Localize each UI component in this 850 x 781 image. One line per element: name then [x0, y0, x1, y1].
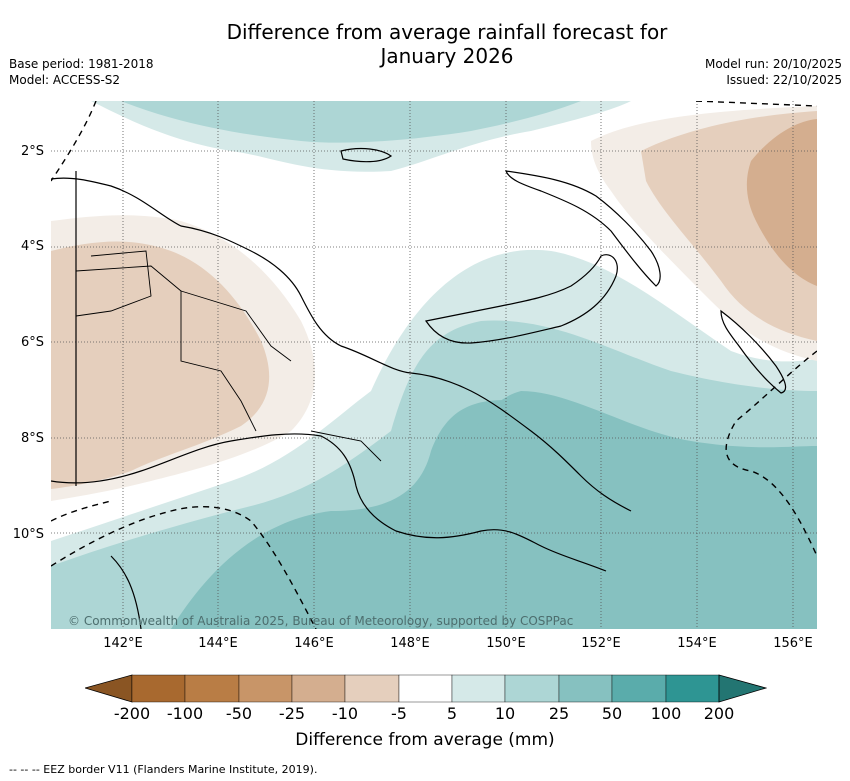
lon-label-150e: 150°E	[486, 636, 526, 651]
title-line-2: January 2026	[380, 44, 514, 68]
lat-label-2s: 2°S	[20, 144, 44, 159]
lon-label-144e: 144°E	[198, 636, 238, 651]
coastline-australia	[110, 555, 142, 629]
issued-date: Issued: 22/10/2025	[726, 73, 842, 87]
brown-east-dark	[746, 119, 817, 286]
chart-title: Difference from average rainfall forecas…	[150, 20, 744, 68]
copyright-notice: © Commonwealth of Australia 2025, Bureau…	[68, 614, 574, 628]
eez-legend-note: -- -- -- EEZ border V11 (Flanders Marine…	[9, 763, 318, 776]
colorbar-bin-4	[291, 674, 346, 703]
coastlines	[51, 147, 787, 629]
coastline-manus	[340, 147, 393, 163]
model-run: Model run: 20/10/2025	[704, 57, 842, 71]
colorbar-bin-8	[504, 674, 560, 703]
meta-left: Base period: 1981-2018 Model: ACCESS-S2	[9, 56, 154, 88]
model-name: Model: ACCESS-S2	[9, 73, 121, 87]
teal-north-core	[121, 101, 581, 143]
colorbar-title: Difference from average (mm)	[295, 730, 555, 750]
colorbar	[85, 674, 767, 703]
gridlines	[51, 101, 817, 629]
cb-tick-10: 50	[601, 704, 623, 723]
colorbar-bin-7	[451, 674, 506, 703]
cb-tick-9: 25	[548, 704, 570, 723]
cb-tick-2: -100	[166, 704, 204, 723]
colorbar-extend-low	[85, 674, 133, 703]
rainfall-map	[51, 101, 817, 629]
lat-label-10s: 10°S	[12, 527, 44, 542]
coastline-png-north	[51, 177, 632, 512]
meta-right: Model run: 20/10/2025 Issued: 22/10/2025	[705, 56, 842, 88]
cb-tick-8: 10	[494, 704, 516, 723]
lon-label-156e: 156°E	[773, 636, 813, 651]
colorbar-bin-2	[184, 674, 240, 703]
map-panel	[51, 101, 817, 629]
lon-label-142e: 142°E	[103, 636, 143, 651]
coastline-new-ireland	[505, 170, 661, 287]
colorbar-bin-10	[611, 674, 667, 703]
brown-west-mid	[51, 241, 270, 489]
cb-tick-6: -5	[391, 704, 407, 723]
cb-tick-7: 5	[446, 704, 458, 723]
title-line-1: Difference from average rainfall forecas…	[226, 20, 668, 44]
cb-tick-12: 200	[703, 704, 735, 723]
lon-label-154e: 154°E	[677, 636, 717, 651]
eez-north-east	[695, 101, 817, 107]
colorbar-bin-3	[238, 674, 293, 703]
cb-tick-4: -25	[278, 704, 306, 723]
colorbar-bin-1	[131, 674, 186, 703]
cb-tick-3: -50	[225, 704, 253, 723]
eez-north-west	[51, 101, 97, 182]
lat-label-4s: 4°S	[20, 239, 44, 254]
colorbar-bin-6	[398, 674, 453, 703]
lon-label-146e: 146°E	[294, 636, 334, 651]
eez-southwest	[51, 500, 112, 522]
eez-borders	[51, 101, 817, 629]
coastline-bougainville	[720, 309, 787, 394]
teal-east-mid	[441, 391, 817, 571]
cb-tick-1: -200	[113, 704, 151, 723]
lon-label-152e: 152°E	[581, 636, 621, 651]
coastline-new-britain	[425, 254, 618, 344]
lat-label-8s: 8°S	[20, 431, 44, 446]
colorbar-bin-5	[344, 674, 400, 703]
base-period: Base period: 1981-2018	[9, 57, 154, 71]
colorbar-extend-high	[718, 674, 767, 703]
eez-south	[51, 506, 317, 629]
cb-tick-11: 100	[650, 704, 682, 723]
lon-label-148e: 148°E	[390, 636, 430, 651]
coastline-png-south	[51, 433, 607, 572]
cb-tick-5: -10	[331, 704, 359, 723]
colorbar-bin-11	[665, 674, 720, 703]
lat-label-6s: 6°S	[20, 335, 44, 350]
colorbar-bin-9	[558, 674, 613, 703]
province-borders	[75, 250, 382, 462]
